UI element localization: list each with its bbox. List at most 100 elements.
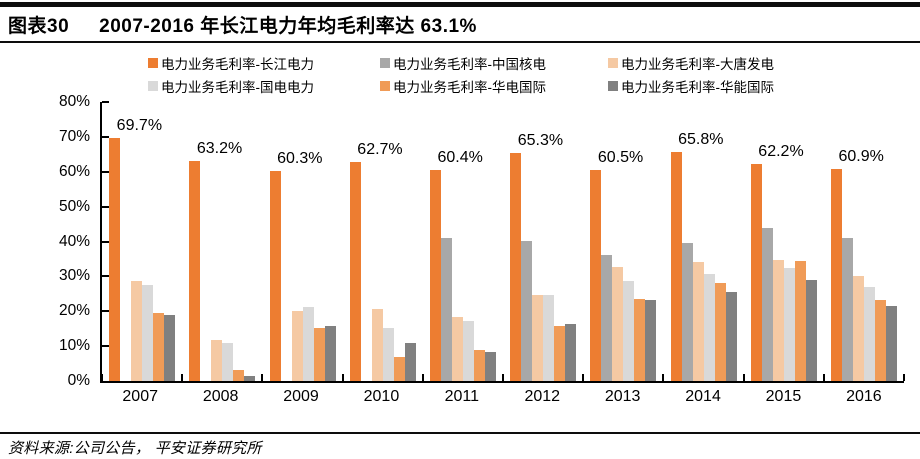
bar-value-label: 60.9%	[838, 147, 884, 165]
legend-item: 电力业务毛利率-国电电力	[148, 76, 380, 96]
bar	[714, 283, 726, 381]
legend-swatch-icon	[148, 81, 158, 91]
bar-value-label: 60.4%	[437, 149, 483, 167]
bar	[830, 168, 842, 381]
bar	[371, 309, 383, 381]
bar	[783, 267, 795, 381]
bar	[429, 170, 441, 381]
bar	[681, 242, 693, 381]
bar-group	[349, 102, 416, 381]
x-axis-tick-mark	[101, 374, 103, 381]
x-axis-tick-mark	[662, 374, 665, 381]
bar	[291, 310, 303, 381]
bar	[142, 284, 154, 381]
x-axis-category-label: 2011	[444, 388, 480, 405]
legend-label: 电力业务毛利率-华电国际	[393, 80, 546, 95]
x-axis-tick-mark	[822, 374, 825, 381]
plot-area: 0% 10% 20% 30% 40% 50% 60% 70% 80% 69.7% 63.2% 60.3…	[59, 93, 905, 389]
y-axis-tick-mark	[102, 310, 109, 313]
bar	[645, 300, 657, 381]
bar	[153, 313, 165, 381]
bar	[211, 339, 223, 381]
x-axis-labels: 2007 2008 2009 2010 2011 2012 2013 2014 2015 2016	[100, 383, 904, 406]
x-axis-category-label: 2008	[202, 388, 239, 405]
bar-value-label: 65.3%	[517, 132, 564, 150]
bar	[805, 279, 817, 381]
bar	[302, 307, 314, 381]
bar-value-label: 60.5%	[597, 149, 644, 167]
x-axis-tick-mark	[742, 374, 745, 381]
legend-swatch-icon	[380, 81, 390, 91]
bar-cluster-2009: 60.3%	[262, 102, 342, 381]
x-axis-tick-mark	[261, 374, 264, 381]
bar	[349, 162, 361, 381]
y-axis-tick-mark	[102, 205, 109, 208]
y-axis-tick-label: 10%	[58, 337, 90, 355]
x-axis-category-label: 2009	[283, 388, 319, 405]
bar	[634, 299, 646, 381]
chart-legend: 电力业务毛利率-长江电力 电力业务毛利率-中国核电 电力业务毛利率-大唐发电 电力业务…	[148, 53, 920, 96]
bar	[863, 287, 875, 381]
legend-swatch-icon	[608, 81, 618, 91]
bar-value-label: 69.7%	[116, 116, 163, 134]
figure-number: 图表30	[8, 16, 70, 37]
x-axis-category-label: 2007	[122, 388, 158, 405]
y-axis-tick-label: 20%	[58, 302, 90, 320]
bar-group	[510, 102, 577, 381]
y-axis-tick-label: 30%	[58, 267, 90, 285]
bar	[382, 328, 394, 381]
legend-label: 电力业务毛利率-华能国际	[621, 80, 774, 95]
bar	[473, 349, 485, 381]
x-axis-tick-mark	[421, 374, 424, 381]
bar-group	[269, 102, 336, 381]
bar	[313, 327, 325, 381]
bar	[772, 259, 784, 381]
bar	[623, 281, 635, 381]
bar	[761, 227, 773, 381]
bar	[462, 321, 474, 381]
x-axis-tick-mark	[181, 374, 184, 381]
legend-label: 电力业务毛利率-中国核电	[393, 57, 546, 72]
y-axis-tick-label: 50%	[58, 197, 90, 215]
bar-cluster-2013: 60.5%	[583, 102, 663, 381]
bar-cluster-2016: 60.9%	[824, 102, 904, 381]
x-axis-tick-mark	[582, 374, 585, 381]
bar	[543, 295, 555, 381]
bar-group	[750, 102, 817, 381]
bar	[510, 153, 522, 381]
x-axis-tick-mark	[502, 374, 504, 381]
x-axis-category-label: 2012	[524, 388, 561, 405]
legend-item: 电力业务毛利率-大唐发电	[608, 53, 848, 73]
bar	[109, 137, 121, 381]
x-axis-tick-mark	[341, 374, 344, 381]
chart-header: 图表30 2007-2016 年长江电力年均毛利率达 63.1%	[0, 7, 920, 41]
bar	[451, 317, 463, 381]
bar	[794, 261, 806, 381]
bar-group	[189, 102, 256, 381]
y-axis-tick-mark	[102, 170, 109, 173]
bar-cluster-2011: 60.4%	[423, 102, 503, 381]
bar-group	[830, 102, 897, 381]
y-axis-tick-mark	[102, 345, 109, 348]
bar	[484, 352, 496, 381]
bar-group	[109, 102, 176, 381]
source-note: 资料来源:公司公告， 平安证券研究所	[8, 440, 262, 457]
x-axis-category-label: 2015	[765, 388, 802, 405]
y-axis-tick-label: 60%	[58, 162, 90, 180]
x-axis-category-label: 2016	[846, 388, 882, 405]
bar-cluster-2010: 62.7%	[343, 102, 423, 381]
bar	[440, 238, 452, 381]
bar	[189, 160, 201, 381]
x-axis-category-label: 2014	[685, 388, 721, 405]
bar	[269, 170, 281, 381]
bar	[393, 357, 405, 381]
x-axis-category-label: 2013	[604, 388, 641, 405]
bar-group	[670, 102, 737, 381]
y-axis-tick-label: 40%	[58, 232, 90, 250]
bar	[692, 262, 704, 381]
y-axis-tick-label: 0%	[67, 372, 90, 389]
bar	[131, 280, 143, 381]
legend-swatch-icon	[148, 58, 158, 68]
y-axis-tick-label: 70%	[58, 127, 90, 145]
